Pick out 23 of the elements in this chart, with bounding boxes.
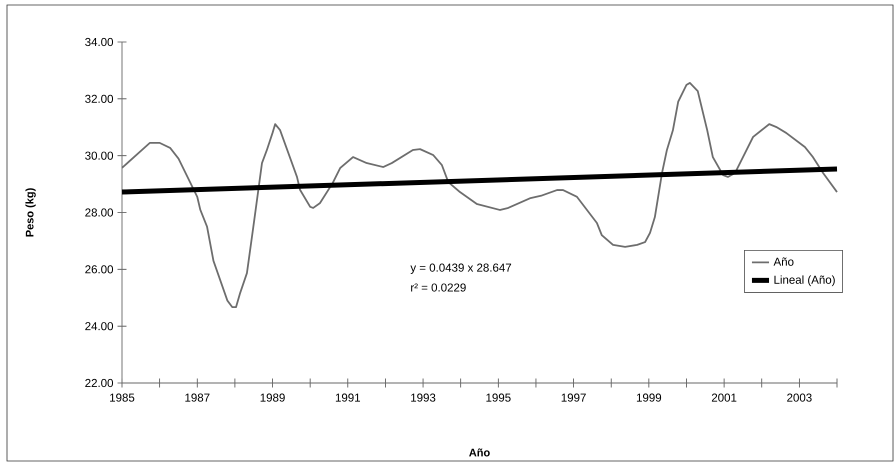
x-tick-label: 2001: [712, 394, 736, 402]
legend-label: Lineal (Año): [774, 275, 835, 286]
x-tick-label: 1985: [110, 394, 134, 402]
x-tick-label: 2003: [787, 394, 812, 402]
x-axis-title: Año: [469, 448, 490, 456]
y-tick-label: 24.00: [85, 322, 114, 330]
x-tick-label: 1987: [185, 394, 210, 402]
y-tick-label: 30.00: [85, 152, 114, 160]
annotation: y = 0.0439 x 28.647: [410, 264, 512, 274]
y-tick-label: 26.00: [85, 265, 114, 274]
x-tick-label: 1991: [336, 394, 360, 402]
x-tick-label: 1999: [636, 394, 662, 402]
legend-label: Año: [774, 257, 794, 266]
y-tick-label: 22.00: [85, 378, 114, 388]
x-tick-label: 1989: [260, 394, 285, 402]
x-tick-label: 1995: [486, 394, 511, 402]
y-tick-label: 32.00: [85, 94, 114, 103]
y-tick-label: 34.00: [85, 38, 114, 46]
y-axis-title: Peso (kg): [25, 188, 36, 237]
x-tick-label: 1997: [562, 394, 586, 402]
x-tick-label: 1993: [411, 394, 436, 402]
y-tick-label: 28.00: [85, 208, 114, 217]
annotation: r² = 0.0229: [411, 283, 466, 292]
